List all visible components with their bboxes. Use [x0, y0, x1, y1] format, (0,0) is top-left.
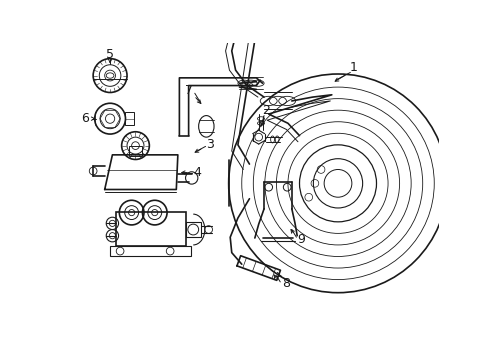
Bar [447, 174, 463, 193]
Bar [185, 222, 201, 237]
Text: 9: 9 [297, 233, 305, 246]
Text: 5: 5 [106, 48, 114, 61]
Bar [129, 145, 142, 156]
Text: 6: 6 [81, 112, 89, 125]
Text: 1: 1 [349, 61, 357, 74]
Text: 4: 4 [193, 166, 201, 179]
Text: 8: 8 [281, 277, 289, 290]
Bar [124, 112, 134, 125]
Bar [110, 247, 190, 256]
Text: 2: 2 [262, 104, 270, 117]
Text: 3: 3 [206, 138, 214, 151]
Text: 7: 7 [185, 85, 193, 98]
Bar [116, 212, 185, 247]
